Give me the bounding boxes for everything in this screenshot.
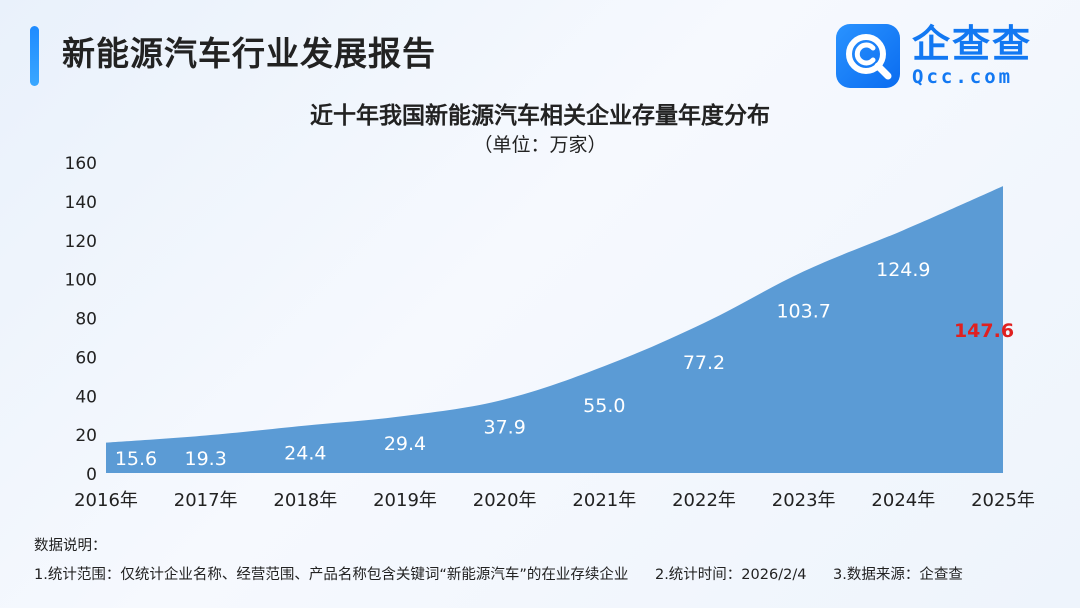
y-tick-label: 160 [65, 154, 97, 174]
data-label: 19.3 [185, 448, 227, 470]
data-label: 29.4 [384, 433, 426, 455]
data-label: 24.4 [284, 443, 326, 465]
y-tick-label: 80 [75, 310, 97, 330]
qcc-logo: 企查查 Qcc.com [836, 22, 1056, 90]
x-tick-label: 2020年 [473, 490, 537, 511]
chart-title: 近十年我国新能源汽车相关企业存量年度分布 [310, 103, 770, 129]
data-label: 103.7 [776, 300, 830, 322]
area-series [106, 186, 1003, 474]
y-tick-label: 120 [65, 232, 97, 252]
data-label: 37.9 [484, 416, 526, 438]
x-tick-label: 2017年 [174, 490, 238, 511]
chart-unit: （单位：万家） [473, 134, 607, 156]
logo-mark-icon [836, 24, 900, 88]
note-date: 2.统计时间：2026/2/4 [654, 567, 807, 583]
x-tick-label: 2016年 [74, 490, 138, 511]
y-tick-label: 60 [75, 348, 97, 368]
x-tick-label: 2023年 [772, 490, 836, 511]
x-tick-label: 2019年 [373, 490, 437, 511]
note-scope: 1.统计范围：仅统计企业名称、经营范围、产品名称包含关键词“新能源汽车”的在业存… [34, 567, 629, 583]
x-tick-label: 2022年 [672, 490, 736, 511]
data-label: 15.6 [115, 448, 157, 470]
data-label: 55.0 [583, 395, 625, 417]
data-label-highlight: 147.6 [954, 320, 1014, 342]
y-tick-label: 100 [65, 271, 97, 291]
title-accent-bar [30, 26, 39, 86]
y-tick-label: 20 [75, 426, 97, 446]
notes-heading: 数据说明： [34, 538, 107, 554]
x-tick-label: 2018年 [273, 490, 337, 511]
x-tick-label: 2021年 [572, 490, 636, 511]
logo-name: 企查查 [912, 22, 1033, 66]
x-tick-label: 2024年 [871, 490, 935, 511]
data-label: 77.2 [683, 352, 725, 374]
x-tick-label: 2025年 [971, 490, 1035, 511]
report-title: 新能源汽车行业发展报告 [62, 34, 436, 73]
magnifier-c-icon [846, 34, 892, 80]
y-tick-label: 140 [65, 193, 97, 213]
y-tick-label: 40 [75, 387, 97, 407]
logo-domain: Qcc.com [912, 66, 1014, 88]
notes-row: 1.统计范围：仅统计企业名称、经营范围、产品名称包含关键词“新能源汽车”的在业存… [34, 565, 985, 585]
data-label: 124.9 [876, 259, 930, 281]
y-tick-label: 0 [86, 465, 97, 485]
note-source: 3.数据来源：企查查 [833, 567, 963, 583]
